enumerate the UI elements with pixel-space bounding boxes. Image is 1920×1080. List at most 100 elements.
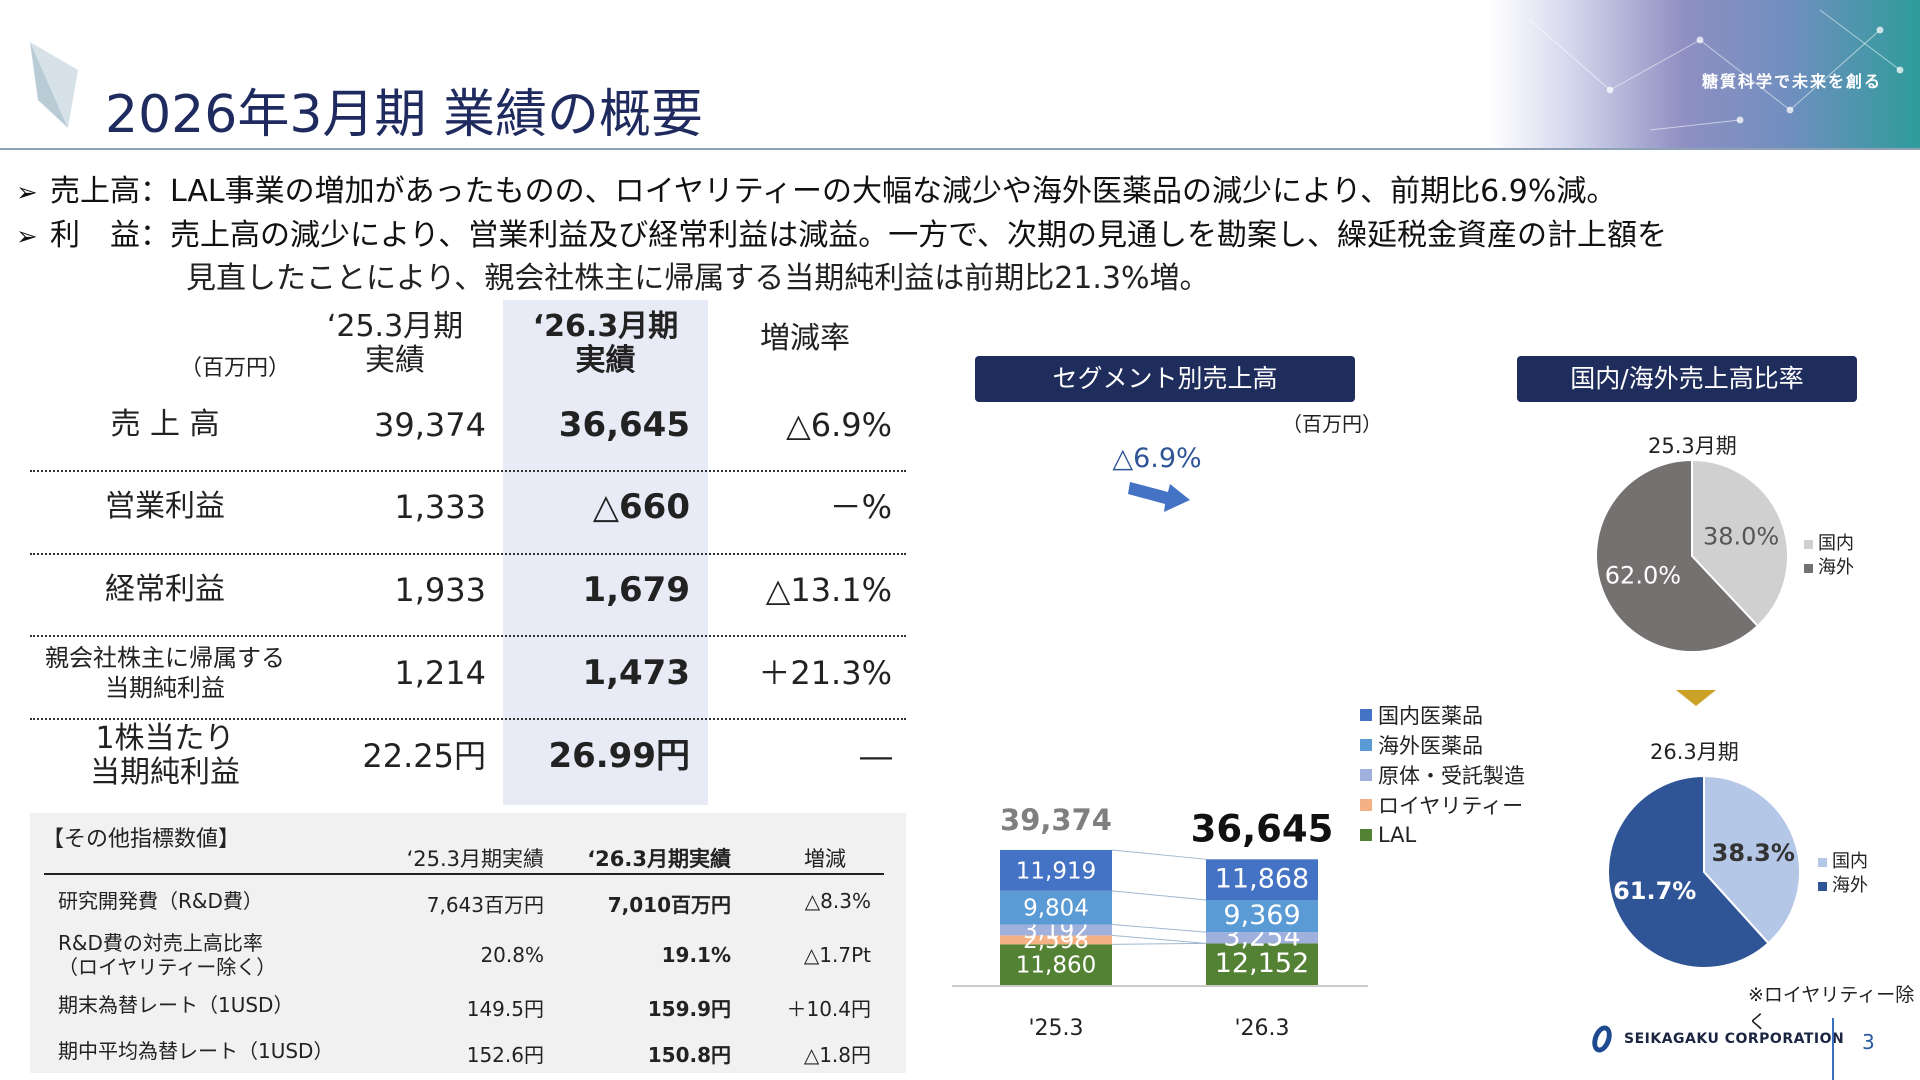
header-divider bbox=[0, 148, 1920, 150]
prev-value: 39,374 bbox=[374, 406, 486, 444]
row-label-line2: 当期純利益 bbox=[105, 674, 225, 702]
legend-swatch bbox=[1360, 799, 1372, 811]
pie-slice bbox=[1703, 774, 1801, 945]
prev-value: 1,214 bbox=[394, 654, 486, 692]
other-col-prev: ‘25.3月期実績 bbox=[406, 847, 544, 871]
other-change-value: △1.8円 bbox=[803, 1043, 871, 1067]
other-header-divider bbox=[44, 873, 884, 875]
other-row-label: 研究開発費（R&D費） bbox=[58, 889, 263, 913]
prev-value: 22.25円 bbox=[362, 737, 486, 775]
legend-label: 海外 bbox=[1818, 557, 1854, 578]
bar-data-label: 9,369 bbox=[1223, 900, 1300, 931]
other-change-value: △8.3% bbox=[804, 889, 871, 913]
legend-item: 国内医薬品 bbox=[1360, 700, 1525, 730]
legend-label: 原体・受託製造 bbox=[1378, 764, 1525, 788]
legend-label: ロイヤリティー bbox=[1378, 794, 1524, 818]
domestic-overseas-banner: 国内/海外売上高比率 bbox=[1517, 356, 1857, 402]
col-header-curr-line1: ‘26.3月期 bbox=[532, 309, 679, 344]
table-unit: （百万円） bbox=[180, 356, 291, 381]
legend-label: 国内 bbox=[1818, 533, 1854, 554]
col-header-curr-line2: 実績 bbox=[575, 343, 636, 378]
prev-value: 1,933 bbox=[394, 571, 486, 609]
legend-swatch bbox=[1804, 564, 1813, 573]
legend-domestic: 国内 bbox=[1804, 532, 1854, 556]
bar-segment bbox=[1000, 944, 1112, 985]
segment-legend: 国内医薬品 海外医薬品 原体・受託製造 ロイヤリティー LAL bbox=[1360, 700, 1525, 850]
company-logo: SEIKAGAKU CORPORATION bbox=[1588, 1024, 1844, 1054]
bullet-sales: ➢ 売上高：LAL事業の増加があったものの、ロイヤリティーの大幅な減少や海外医薬品… bbox=[16, 166, 1616, 210]
curr-value: 1,679 bbox=[582, 570, 690, 610]
pie-data-label: 62.0% bbox=[1605, 561, 1681, 589]
legend-item: 原体・受託製造 bbox=[1360, 760, 1525, 790]
change-value: ― bbox=[860, 737, 892, 775]
pie-data-label: 38.3% bbox=[1712, 839, 1795, 867]
row-label: 経常利益 bbox=[105, 572, 225, 607]
legend-label: 海外 bbox=[1832, 875, 1868, 896]
bar-data-label: 11,919 bbox=[1016, 858, 1096, 884]
current-period-highlight bbox=[503, 300, 708, 805]
bullet-profit-text: 利 益：売上高の減少により、営業利益及び経常利益は減益。一方で、次期の見通しを勘… bbox=[50, 218, 1667, 253]
legend-swatch bbox=[1360, 709, 1372, 721]
pie-data-label: 61.7% bbox=[1613, 877, 1696, 905]
change-value: △6.9% bbox=[786, 406, 892, 444]
bar-segment bbox=[1206, 900, 1318, 933]
bullet-arrow-icon: ➢ bbox=[16, 178, 38, 208]
legend-item: ロイヤリティー bbox=[1360, 790, 1525, 820]
curr-value: △660 bbox=[592, 487, 690, 527]
curr-value: 1,473 bbox=[582, 653, 690, 693]
change-value: ＋21.3% bbox=[758, 654, 892, 692]
bar-data-label: 11,860 bbox=[1016, 953, 1096, 979]
pie-slice bbox=[1607, 774, 1770, 969]
legend-label: LAL bbox=[1378, 823, 1417, 847]
row-divider bbox=[30, 718, 906, 720]
other-row-label: 期末為替レート（1USD） bbox=[58, 993, 294, 1017]
row-label: 親会社株主に帰属する 当期純利益 bbox=[30, 632, 300, 714]
row-label-line1: 1株当たり bbox=[95, 721, 235, 756]
col-header-change: 増減率 bbox=[760, 321, 850, 356]
change-label: △6.9% bbox=[1112, 443, 1201, 474]
table-row-net-income: 親会社株主に帰属する 当期純利益 1,214 1,473 ＋21.3% bbox=[30, 632, 906, 714]
other-col-curr: ‘26.3月期実績 bbox=[587, 847, 731, 871]
pie-chart-curr: 38.3% 61.7% bbox=[1607, 774, 1801, 969]
row-label-line2: 当期純利益 bbox=[90, 755, 240, 790]
pie-curr-legend: 国内 海外 bbox=[1818, 850, 1868, 898]
connector-line bbox=[1111, 942, 1207, 945]
curr-value: 26.99円 bbox=[548, 736, 690, 776]
segment-chart-unit: （百万円） bbox=[1282, 412, 1382, 436]
table-row-eps: 1株当たり 当期純利益 22.25円 26.99円 ― bbox=[30, 715, 906, 797]
col-header-prev-line2: 実績 bbox=[365, 343, 425, 378]
bar-segment bbox=[1000, 924, 1112, 936]
row-divider bbox=[30, 553, 906, 555]
bar-data-label: 11,868 bbox=[1215, 864, 1309, 895]
col-header-curr: ‘26.3月期 実績 bbox=[528, 310, 683, 378]
pie-prev-legend: 国内 海外 bbox=[1804, 532, 1854, 580]
legend-swatch bbox=[1360, 829, 1372, 841]
category-tick-label: '25.3 bbox=[1028, 1016, 1083, 1040]
row-label: 1株当たり 当期純利益 bbox=[30, 715, 300, 797]
other-prev-value: 152.6円 bbox=[466, 1043, 544, 1067]
page-number: 3 bbox=[1862, 1030, 1875, 1054]
other-change-value: ＋10.4円 bbox=[786, 997, 871, 1021]
segment-chart-banner: セグメント別売上高 bbox=[975, 356, 1355, 402]
table-row-sales: 売 上 高 39,374 36,645 △6.9% bbox=[30, 384, 906, 466]
bar-data-label: 9,804 bbox=[1023, 896, 1089, 922]
legend-overseas: 海外 bbox=[1804, 556, 1854, 580]
category-tick-label: '26.3 bbox=[1234, 1016, 1289, 1040]
legend-label: 国内医薬品 bbox=[1378, 704, 1483, 728]
other-indicators-box: 【その他指標数値】 ‘25.3月期実績 ‘26.3月期実績 増減 研究開発費（R… bbox=[30, 813, 906, 1073]
bar-segment bbox=[1000, 890, 1112, 925]
page-title: 2026年3月期 業績の概要 bbox=[105, 85, 703, 145]
pie-slice bbox=[1691, 458, 1789, 628]
bar-segment bbox=[1206, 932, 1318, 944]
bar-segment bbox=[1206, 943, 1318, 985]
network-pattern-icon bbox=[1529, 9, 1904, 131]
legend-swatch bbox=[1818, 858, 1827, 867]
curr-value: 36,645 bbox=[558, 405, 690, 445]
footer-divider bbox=[1832, 1018, 1834, 1080]
table-row-ordinary-income: 経常利益 1,933 1,679 △13.1% bbox=[30, 549, 906, 631]
bullet-sales-text: 売上高：LAL事業の増加があったものの、ロイヤリティーの大幅な減少や海外医薬品の… bbox=[50, 174, 1617, 209]
pie-prev-year-label: 25.3月期 bbox=[1648, 434, 1737, 458]
bar-segment bbox=[1206, 859, 1318, 901]
row-label: 売 上 高 bbox=[110, 407, 220, 442]
total-label-prev: 39,374 bbox=[1000, 803, 1112, 837]
